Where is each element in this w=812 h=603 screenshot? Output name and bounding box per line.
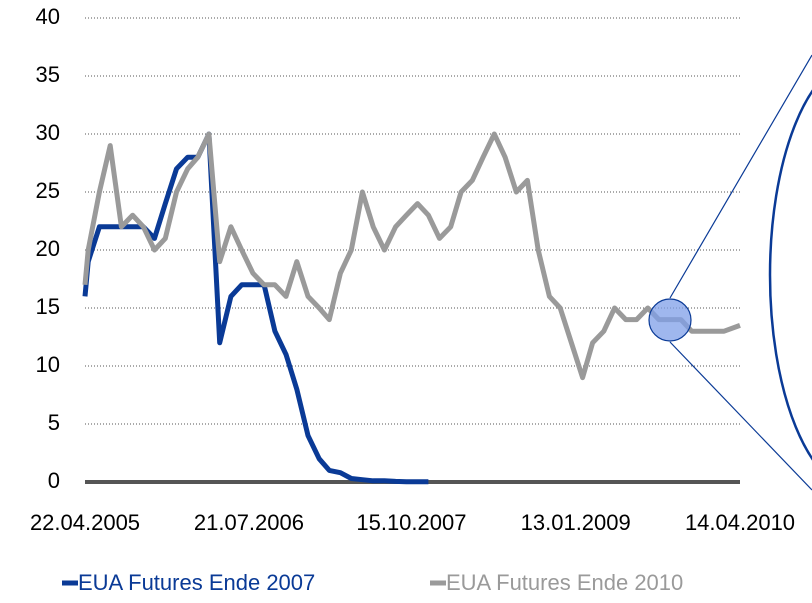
y-tick-label: 15 — [36, 294, 60, 319]
magnifier-lens — [648, 298, 692, 342]
x-tick-label: 21.07.2006 — [194, 510, 304, 535]
x-tick-label: 22.04.2005 — [30, 510, 140, 535]
x-tick-label: 14.04.2010 — [685, 510, 795, 535]
y-tick-label: 25 — [36, 178, 60, 203]
x-tick-label: 15.10.2007 — [356, 510, 466, 535]
legend-label: EUA Futures Ende 2010 — [446, 570, 683, 595]
y-tick-label: 20 — [36, 236, 60, 261]
y-tick-label: 40 — [36, 4, 60, 29]
magnifier-line — [669, 341, 812, 491]
y-tick-label: 10 — [36, 352, 60, 377]
series-line — [82, 131, 741, 381]
y-tick-label: 30 — [36, 120, 60, 145]
x-tick-label: 13.01.2009 — [521, 510, 631, 535]
y-tick-label: 0 — [48, 468, 60, 493]
legend-label: EUA Futures Ende 2007 — [78, 570, 315, 595]
magnifier-line — [669, 54, 812, 299]
y-tick-label: 5 — [48, 410, 60, 435]
series-line — [82, 131, 429, 485]
magnifier — [648, 54, 812, 491]
magnified-view — [768, 89, 812, 461]
plot — [82, 131, 741, 485]
y-tick-label: 35 — [36, 62, 60, 87]
grid — [85, 17, 740, 484]
